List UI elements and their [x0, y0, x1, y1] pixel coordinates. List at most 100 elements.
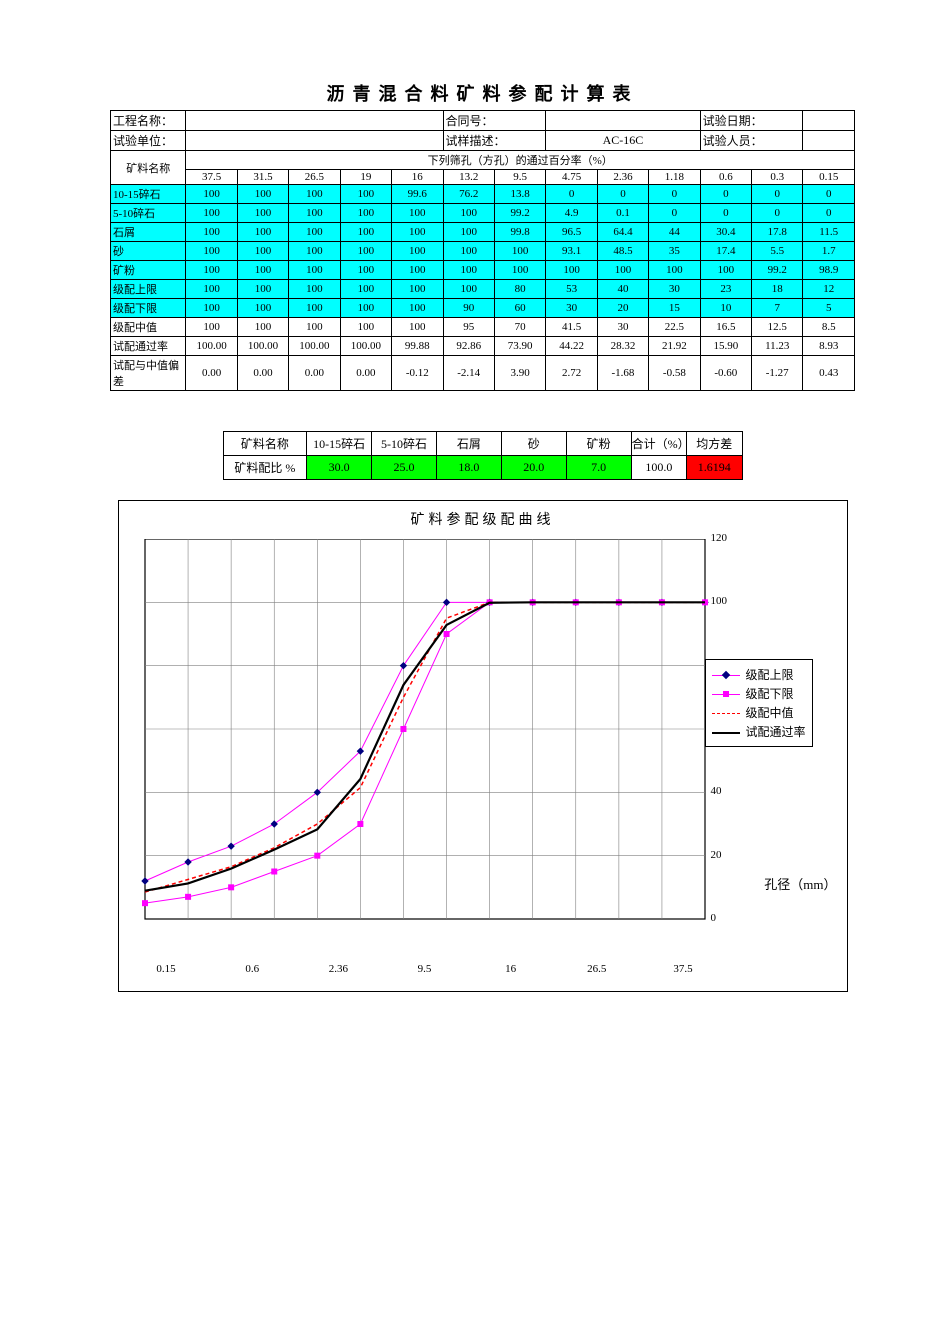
sieve-col-header: 26.5	[289, 170, 340, 185]
legend-label: 级配下限	[746, 685, 794, 702]
data-cell: 2.72	[546, 356, 597, 391]
sample-label: 试样描述：	[443, 131, 546, 151]
data-cell: 99.2	[494, 204, 545, 223]
tester-value	[803, 131, 855, 151]
data-cell: 100	[392, 261, 443, 280]
data-cell: 0	[597, 185, 648, 204]
row-name: 级配下限	[111, 299, 186, 318]
x-tick-label: 0.15	[156, 963, 175, 975]
data-cell: 4.9	[546, 204, 597, 223]
data-cell: 100	[186, 280, 237, 299]
sieve-col-header: 16	[392, 170, 443, 185]
row-name: 砂	[111, 242, 186, 261]
y-tick-label: 20	[711, 849, 722, 861]
data-cell: 100	[289, 318, 340, 337]
data-cell: 100	[494, 242, 545, 261]
data-cell: 100	[340, 318, 391, 337]
data-cell: 100	[340, 185, 391, 204]
x-tick-label: 26.5	[587, 963, 606, 975]
sieve-col-header: 2.36	[597, 170, 648, 185]
data-cell: 100	[443, 223, 494, 242]
data-cell: 100	[392, 223, 443, 242]
data-cell: 23	[700, 280, 751, 299]
data-cell: 30	[597, 318, 648, 337]
chart-legend: 级配上限级配下限级配中值试配通过率	[705, 659, 813, 747]
data-cell: 20	[597, 299, 648, 318]
mix-col-header: 10-15碎石	[307, 432, 372, 456]
row-name: 级配上限	[111, 280, 186, 299]
sieve-col-header: 0.15	[803, 170, 855, 185]
data-cell: 100	[340, 280, 391, 299]
data-cell: 41.5	[546, 318, 597, 337]
mix-col-header: 砂	[501, 432, 566, 456]
data-cell: 100	[237, 280, 288, 299]
data-cell: 100	[392, 280, 443, 299]
chart-title: 矿料参配级配曲线	[125, 509, 841, 529]
data-cell: 99.2	[752, 261, 803, 280]
data-cell: 5.5	[752, 242, 803, 261]
data-cell: 100	[186, 242, 237, 261]
data-cell: 100	[597, 261, 648, 280]
row-name: 试配与中值偏差	[111, 356, 186, 391]
data-cell: 100	[237, 261, 288, 280]
data-cell: 80	[494, 280, 545, 299]
data-cell: 100	[237, 185, 288, 204]
data-cell: 7	[752, 299, 803, 318]
x-tick-label: 37.5	[673, 963, 692, 975]
data-cell: 44	[649, 223, 700, 242]
data-cell: 100	[649, 261, 700, 280]
data-cell: 100	[443, 204, 494, 223]
y-tick-label: 40	[711, 785, 722, 797]
data-cell: 100	[237, 299, 288, 318]
sieve-col-header: 31.5	[237, 170, 288, 185]
sample-value: AC-16C	[546, 131, 700, 151]
row-name: 石屑	[111, 223, 186, 242]
data-cell: -1.68	[597, 356, 648, 391]
contract-value	[546, 111, 700, 131]
y-tick-label: 0	[711, 912, 717, 924]
data-cell: 64.4	[597, 223, 648, 242]
tester-label: 试验人员：	[700, 131, 803, 151]
data-cell: 100	[392, 242, 443, 261]
date-value	[803, 111, 855, 131]
mix-col-header: 矿粉	[566, 432, 631, 456]
project-label: 工程名称：	[111, 111, 186, 131]
data-cell: 10	[700, 299, 751, 318]
mix-value-cell: 30.0	[307, 456, 372, 480]
mix-value-cell: 1.6194	[687, 456, 742, 480]
data-cell: 90	[443, 299, 494, 318]
data-cell: 100	[237, 223, 288, 242]
legend-item: 级配下限	[712, 685, 806, 702]
data-cell: 100	[186, 299, 237, 318]
mix-value-cell: 100.0	[631, 456, 686, 480]
data-cell: 99.6	[392, 185, 443, 204]
row-name: 5-10碎石	[111, 204, 186, 223]
data-cell: -0.12	[392, 356, 443, 391]
data-cell: 30	[546, 299, 597, 318]
data-cell: 0	[803, 185, 855, 204]
data-cell: 100	[237, 318, 288, 337]
data-cell: 100	[289, 185, 340, 204]
sieve-col-header: 0.6	[700, 170, 751, 185]
sieve-col-header: 9.5	[494, 170, 545, 185]
data-cell: 17.8	[752, 223, 803, 242]
data-cell: 28.32	[597, 337, 648, 356]
mix-value-cell: 18.0	[436, 456, 501, 480]
data-cell: 100	[289, 204, 340, 223]
x-tick-label: 16	[505, 963, 516, 975]
data-cell: 0.43	[803, 356, 855, 391]
data-cell: 100	[340, 223, 391, 242]
data-cell: 100	[289, 280, 340, 299]
contract-label: 合同号：	[443, 111, 546, 131]
data-cell: 100	[289, 242, 340, 261]
data-cell: 100	[289, 223, 340, 242]
data-cell: 100	[340, 204, 391, 223]
data-cell: 40	[597, 280, 648, 299]
mix-col-header: 石屑	[436, 432, 501, 456]
data-cell: 100	[186, 204, 237, 223]
data-cell: 0	[752, 204, 803, 223]
mix-value-cell: 7.0	[566, 456, 631, 480]
legend-label: 级配上限	[746, 666, 794, 683]
legend-label: 级配中值	[746, 704, 794, 721]
data-cell: 1.7	[803, 242, 855, 261]
